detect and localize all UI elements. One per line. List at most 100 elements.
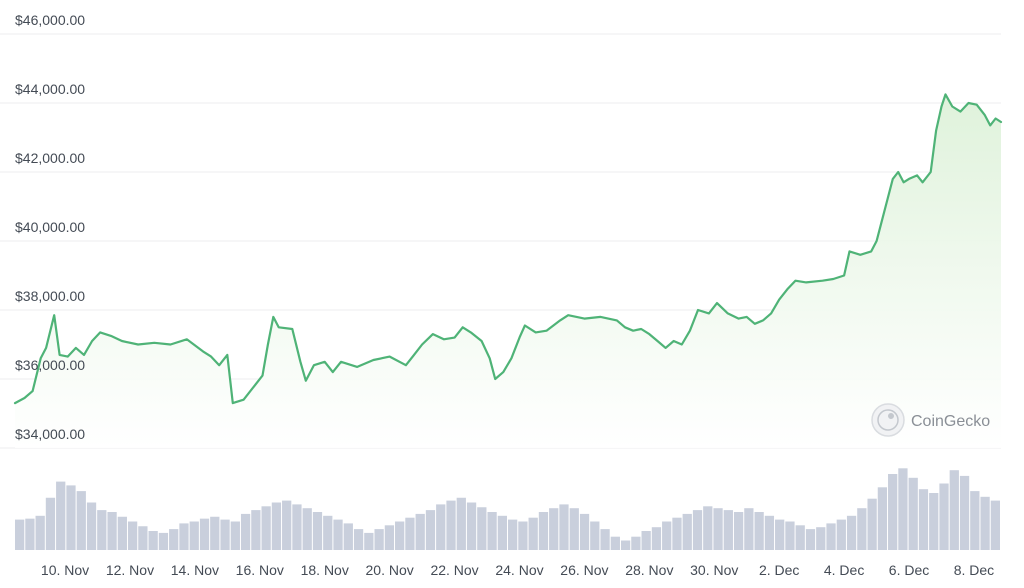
volume-bar [292, 504, 302, 550]
volume-bar [836, 519, 846, 550]
volume-bar [538, 512, 549, 550]
y-tick-label: $38,000.00 [15, 288, 85, 304]
volume-bar [867, 498, 877, 550]
volume-bar [970, 491, 980, 550]
x-tick-label: 10. Nov [41, 562, 89, 578]
volume-bar [518, 521, 528, 550]
volume-bar [148, 531, 158, 550]
volume-bar [117, 516, 127, 550]
volume-bar [785, 521, 795, 550]
volume-bar [189, 521, 199, 550]
volume-bar [651, 527, 662, 550]
volume-bar [754, 512, 764, 550]
x-tick-label: 20. Nov [366, 562, 414, 578]
volume-bar [374, 529, 384, 550]
volume-bar [898, 468, 908, 550]
volume-bar [76, 491, 86, 550]
volume-bar [497, 515, 507, 550]
price-area [15, 94, 1001, 449]
volume-bar [15, 519, 25, 550]
volume-bar [610, 536, 620, 550]
volume-bar [271, 502, 282, 550]
volume-bar [569, 508, 579, 550]
volume-bar [764, 515, 775, 550]
volume-bar [282, 500, 292, 550]
volume-bar [487, 512, 497, 550]
x-tick-label: 30. Nov [690, 562, 738, 578]
volume-bar [600, 529, 610, 550]
volume-bar [816, 527, 826, 550]
x-tick-label: 2. Dec [759, 562, 799, 578]
volume-bar [199, 518, 210, 550]
volume-bar [662, 521, 672, 550]
volume-bar [25, 518, 35, 550]
volume-bar [312, 512, 323, 550]
x-tick-label: 6. Dec [889, 562, 929, 578]
volume-bar [158, 532, 169, 550]
volume-bar [744, 508, 754, 550]
volume-bar [672, 517, 682, 550]
x-tick-label: 28. Nov [625, 562, 673, 578]
y-tick-label: $44,000.00 [15, 81, 85, 97]
volume-bar [918, 489, 929, 550]
volume-bar [415, 513, 425, 550]
volume-bar [990, 500, 1000, 550]
volume-bar [805, 529, 816, 550]
volume-bar [179, 523, 189, 550]
volume-bar [620, 540, 631, 550]
volume-bar [631, 536, 641, 550]
volume-bar [949, 470, 959, 550]
x-tick-label: 24. Nov [495, 562, 543, 578]
x-tick-label: 14. Nov [171, 562, 219, 578]
volume-bar [45, 497, 56, 550]
volume-bar [826, 523, 836, 550]
x-tick-label: 22. Nov [430, 562, 478, 578]
volume-bar [795, 525, 805, 550]
volume-bar [364, 532, 374, 550]
watermark-text: CoinGecko [911, 413, 990, 430]
x-axis: 10. Nov 12. Nov 14. Nov 16. Nov 18. Nov 20. N… [41, 562, 994, 578]
volume-bar [384, 525, 395, 550]
y-tick-label: $34,000.00 [15, 426, 85, 442]
gecko-logo-icon [871, 403, 905, 437]
volume-bar [97, 510, 107, 550]
volume-bar [733, 512, 744, 550]
volume-bar [66, 485, 76, 550]
volume-bar [323, 515, 333, 550]
volume-bar [908, 477, 918, 550]
volume-bar [210, 516, 220, 550]
volume-bar [959, 475, 970, 550]
x-tick-label: 16. Nov [236, 562, 284, 578]
volume-bar [353, 529, 364, 550]
volume-bar [86, 502, 97, 550]
volume-bar [395, 521, 405, 550]
volume-bar [425, 510, 436, 550]
volume-bar [857, 508, 867, 550]
volume-bar [692, 510, 703, 550]
volume-bar [703, 506, 713, 550]
volume-bar [641, 531, 651, 550]
x-tick-label: 4. Dec [824, 562, 864, 578]
volume-bars [15, 468, 1000, 550]
volume-bar [35, 515, 45, 550]
volume-bar [261, 506, 271, 550]
volume-bar [138, 526, 148, 550]
volume-bar [240, 513, 251, 550]
volume-bar [230, 521, 240, 550]
volume-bar [343, 523, 353, 550]
x-tick-label: 26. Nov [560, 562, 608, 578]
x-tick-label: 12. Nov [106, 562, 154, 578]
volume-bar [127, 521, 138, 550]
volume-bar [446, 500, 456, 550]
price-line [13, 93, 1003, 405]
volume-bar [56, 481, 66, 550]
volume-bar [939, 483, 949, 550]
volume-bar [302, 508, 312, 550]
coingecko-watermark: CoinGecko [871, 403, 990, 437]
volume-bar [107, 512, 117, 550]
volume-bar [579, 513, 590, 550]
volume-bar [929, 493, 939, 550]
y-axis: $34,000.00 $36,000.00 $38,000.00 $40,000.00… [15, 12, 85, 442]
volume-bar [682, 513, 692, 550]
